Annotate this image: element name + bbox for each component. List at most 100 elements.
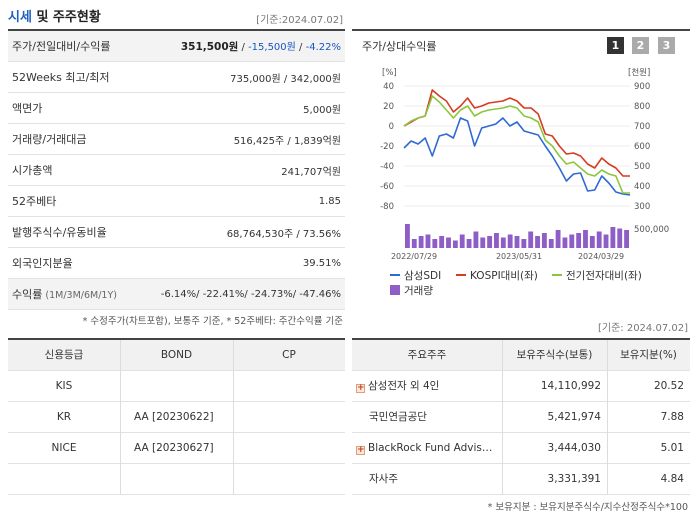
shareholder-name: 국민연금공단 — [369, 411, 427, 423]
price-change-rate: -4.22% — [305, 42, 341, 53]
volume-bar — [576, 233, 582, 248]
legend-label: 삼성SDI — [404, 270, 441, 282]
credit-header-agency: 신용등급 — [8, 340, 120, 370]
x-tick-label: 2024/03/29 — [578, 252, 624, 261]
period-button-1[interactable]: 1 — [607, 37, 624, 54]
volume-bar — [541, 233, 547, 248]
quote-value: 516,425주 / 1,839억원 — [233, 135, 341, 147]
quote-value-price: 351,500원 / -15,500원 / -4.22% — [158, 38, 345, 54]
volume-bar — [500, 237, 506, 248]
left-tick-label: -20 — [380, 142, 394, 152]
quote-note: * 수정주가(차트포함), 보통주 기준, * 52주베타: 주간수익률 기준 — [82, 316, 343, 327]
left-axis-unit: [%] — [382, 68, 397, 78]
shareholder-ratio: 4.84 — [660, 473, 684, 485]
credit-bond: AA [20230627] — [134, 442, 214, 454]
shareholder-shares: 3,331,391 — [547, 473, 601, 485]
shareholder-name-text: 삼성전자 외 4인 — [368, 380, 440, 392]
current-price: 351,500원 — [180, 41, 239, 53]
quote-row-par-value: 액면가 5,000원 — [8, 93, 345, 124]
credit-header-cp: CP — [233, 340, 345, 370]
quote-value: 5,000원 — [303, 104, 341, 116]
x-tick-label: 2023/05/31 — [496, 252, 542, 261]
legend-label: 전기전자대비(좌) — [566, 270, 642, 282]
credit-agency: KR — [56, 411, 72, 423]
quote-row-foreign: 외국인지분율 39.51% — [8, 248, 345, 279]
left-tick-label: 40 — [383, 82, 394, 92]
row-divider — [8, 463, 345, 464]
right-tick-label: 800 — [634, 102, 650, 112]
shareholder-shares: 14,110,992 — [540, 380, 601, 392]
left-tick-label: -40 — [380, 162, 394, 172]
volume-bar — [446, 237, 451, 248]
shareholder-name[interactable]: + 삼성전자 외 4인 — [356, 371, 501, 402]
holders-header-shares: 보유주식수(보통) — [502, 340, 607, 370]
volume-bar — [535, 236, 540, 248]
shareholder-name[interactable]: + BlackRock Fund Advis… — [356, 433, 501, 464]
quote-label: 52주베타 — [12, 195, 57, 208]
credit-agency: NICE — [51, 442, 77, 454]
volume-bar — [473, 231, 479, 248]
separator: / — [238, 42, 249, 53]
volume-bar — [439, 236, 445, 248]
quote-value: 241,707억원 — [281, 166, 341, 178]
volume-bar — [521, 239, 527, 248]
shareholder-ratio: 7.88 — [660, 411, 684, 423]
quote-row-market-cap: 시가총액 241,707억원 — [8, 155, 345, 186]
quote-label: 액면가 — [12, 102, 43, 115]
price-return-chart: [%] [천원] 40 20 0 -20 -40 -60 -80 900 800 700 600 50… — [380, 67, 669, 297]
right-tick-label: 600 — [634, 142, 650, 152]
left-tick-label: -80 — [380, 202, 394, 212]
left-tick-label: 0 — [389, 122, 394, 132]
returns-label: 수익률 — [12, 288, 43, 301]
volume-bar — [555, 230, 561, 248]
quote-row-volume: 거래량/거래대금 516,425주 / 1,839억원 — [8, 124, 345, 155]
separator: / — [295, 42, 306, 53]
volume-bar — [514, 236, 520, 248]
x-tick-label: 2022/07/29 — [391, 252, 437, 261]
holders-base-date: [기준: 2024.07.02] — [597, 323, 688, 334]
volume-bar — [425, 234, 431, 248]
holders-header-ratio: 보유지분(%) — [607, 340, 690, 370]
volume-bar — [487, 236, 493, 248]
expand-icon[interactable]: + — [356, 445, 365, 455]
left-tick-label: -60 — [380, 182, 394, 192]
shareholder-name-text: BlackRock Fund Advis… — [368, 442, 493, 454]
price-change: -15,500원 — [248, 42, 296, 53]
volume-bar — [617, 228, 623, 248]
quote-base-date: [기준:2024.07.02] — [256, 15, 343, 26]
credit-cp — [233, 464, 345, 495]
volume-bar — [494, 233, 499, 248]
quote-row-price: 주가/전일대비/수익률 351,500원 / -15,500원 / -4.22% — [8, 31, 345, 62]
shareholders-table: 주요주주 보유주식수(보통) 보유지분(%) + 삼성전자 외 4인 14,110… — [352, 338, 690, 495]
row-divider — [352, 494, 690, 495]
quote-label: 52Weeks 최고/최저 — [12, 71, 110, 84]
credit-agency: KIS — [55, 380, 73, 392]
period-button-2[interactable]: 2 — [632, 37, 649, 54]
volume-bar — [411, 239, 417, 248]
returns-periods: (1M/3M/6M/1Y) — [42, 290, 117, 301]
series-line — [403, 89, 630, 177]
legend-label: KOSPI대비(좌) — [470, 270, 538, 282]
period-button-3[interactable]: 3 — [658, 37, 675, 54]
quote-row-52weeks: 52Weeks 최고/최저 735,000원 / 342,000원 — [8, 62, 345, 93]
volume-bar — [528, 231, 534, 248]
column-divider — [233, 340, 234, 495]
shareholder-ratio: 5.01 — [660, 442, 684, 454]
expand-icon[interactable]: + — [356, 383, 365, 393]
volume-bar — [480, 237, 486, 248]
section-title-highlight: 시세 — [8, 10, 32, 25]
volume-bars — [405, 224, 629, 248]
row-divider — [8, 494, 345, 495]
quote-value: 68,764,530주 / 73.56% — [226, 228, 341, 240]
credit-bond: AA [20230622] — [134, 411, 214, 423]
volume-bar — [405, 224, 410, 248]
quote-value: 1.85 — [318, 195, 341, 207]
quote-label: 발행주식수/유동비율 — [12, 226, 107, 239]
row-divider — [8, 432, 345, 433]
volume-bar — [596, 231, 602, 248]
left-tick-label: 20 — [383, 102, 394, 112]
quote-row-beta: 52주베타 1.85 — [8, 186, 345, 217]
shareholder-ratio: 20.52 — [653, 380, 684, 392]
volume-bar — [624, 230, 629, 248]
credit-agency — [8, 464, 120, 495]
